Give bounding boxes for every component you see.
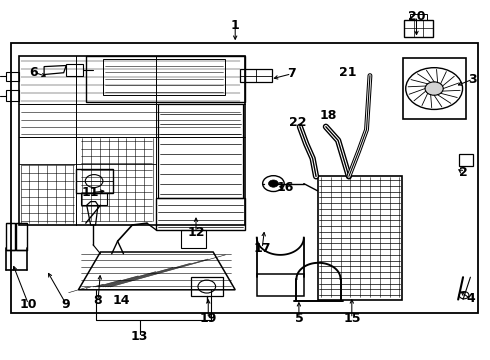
Text: 16: 16 [276, 181, 294, 194]
Text: 8: 8 [94, 294, 102, 307]
Text: 20: 20 [408, 10, 425, 23]
Text: 18: 18 [319, 109, 337, 122]
Text: 6: 6 [29, 66, 38, 78]
Text: 9: 9 [62, 298, 71, 311]
Circle shape [269, 180, 278, 187]
Text: 3: 3 [468, 73, 477, 86]
Text: 12: 12 [187, 226, 205, 239]
Text: 19: 19 [199, 312, 217, 325]
Text: 1: 1 [231, 19, 240, 32]
Text: 17: 17 [253, 242, 271, 255]
Text: 11: 11 [82, 186, 99, 199]
Text: 15: 15 [343, 312, 361, 325]
Text: 4: 4 [466, 292, 475, 305]
Text: 7: 7 [287, 67, 296, 80]
Text: 21: 21 [339, 66, 357, 78]
Text: 13: 13 [131, 330, 148, 343]
Text: 2: 2 [459, 166, 467, 179]
Text: 10: 10 [20, 298, 37, 311]
Text: 22: 22 [289, 116, 307, 129]
Text: 5: 5 [294, 312, 303, 325]
Circle shape [425, 82, 443, 95]
Text: 14: 14 [113, 294, 130, 307]
